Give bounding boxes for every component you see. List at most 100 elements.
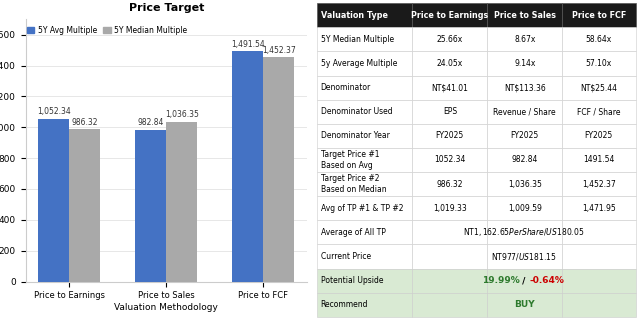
Text: EPS: EPS	[443, 107, 457, 116]
Text: NT$25.44: NT$25.44	[580, 83, 618, 92]
Bar	[487, 148, 562, 172]
Text: NT$113.36: NT$113.36	[504, 83, 546, 92]
Text: 982.84: 982.84	[511, 156, 538, 164]
Text: NT$41.01: NT$41.01	[431, 83, 468, 92]
Text: 8.67x: 8.67x	[514, 35, 536, 44]
Bar	[69, 129, 100, 282]
Bar	[487, 3, 562, 27]
Text: 1,019.33: 1,019.33	[433, 204, 467, 213]
Bar	[412, 100, 487, 124]
Text: 57.10x: 57.10x	[586, 59, 612, 68]
Text: FY2025: FY2025	[585, 132, 613, 140]
Bar	[317, 52, 412, 76]
Text: Current Price: Current Price	[321, 252, 371, 261]
Bar	[487, 268, 562, 293]
Bar	[487, 244, 562, 268]
Bar	[562, 27, 636, 52]
Text: Target Price #2
Based on Median: Target Price #2 Based on Median	[321, 174, 387, 194]
Text: FY2025: FY2025	[436, 132, 464, 140]
Text: NT$977 / US$181.15: NT$977 / US$181.15	[491, 251, 557, 262]
Bar	[487, 293, 562, 317]
Bar	[487, 52, 562, 76]
Bar	[166, 122, 197, 282]
Bar	[487, 124, 562, 148]
Bar	[412, 52, 487, 76]
Bar	[412, 172, 487, 196]
Text: Price to FCF: Price to FCF	[572, 11, 626, 20]
Bar	[136, 130, 166, 282]
X-axis label: Valuation Methodology: Valuation Methodology	[115, 303, 218, 312]
Text: Denominator Used: Denominator Used	[321, 107, 392, 116]
Text: 1491.54: 1491.54	[583, 156, 614, 164]
Text: 982.84: 982.84	[138, 118, 164, 127]
Bar	[317, 293, 412, 317]
Text: 19.99%: 19.99%	[482, 276, 520, 285]
Text: 986.32: 986.32	[72, 117, 98, 127]
Text: FY2025: FY2025	[511, 132, 539, 140]
Bar	[412, 244, 487, 268]
Text: 25.66x: 25.66x	[436, 35, 463, 44]
Bar	[232, 52, 264, 282]
Bar	[317, 196, 412, 220]
Bar	[562, 76, 636, 100]
Text: 1,471.95: 1,471.95	[582, 204, 616, 213]
Bar	[487, 220, 562, 244]
Bar	[317, 3, 412, 27]
Text: 1052.34: 1052.34	[434, 156, 465, 164]
Bar	[317, 27, 412, 52]
Bar	[487, 27, 562, 52]
Text: Price to Sales: Price to Sales	[494, 11, 556, 20]
Text: 5y Average Multiple: 5y Average Multiple	[321, 59, 397, 68]
Text: Recommend: Recommend	[321, 300, 368, 309]
Bar	[562, 52, 636, 76]
Bar	[412, 293, 487, 317]
Bar	[562, 148, 636, 172]
Text: Average of All TP: Average of All TP	[321, 228, 385, 237]
Text: BUY: BUY	[514, 300, 534, 309]
Bar	[412, 27, 487, 52]
Text: Denominator: Denominator	[321, 83, 371, 92]
Bar	[317, 244, 412, 268]
Bar	[317, 124, 412, 148]
Bar	[562, 124, 636, 148]
Text: 1,036.35: 1,036.35	[165, 110, 199, 119]
Bar	[412, 124, 487, 148]
Bar	[38, 119, 69, 282]
Bar	[412, 196, 487, 220]
Bar	[562, 196, 636, 220]
Title: Price Target: Price Target	[129, 3, 204, 13]
Bar	[562, 220, 636, 244]
Bar	[317, 268, 412, 293]
Text: NT$1,162.65 Per Share / US$180.05: NT$1,162.65 Per Share / US$180.05	[463, 226, 585, 238]
Bar	[412, 3, 487, 27]
Text: 9.14x: 9.14x	[514, 59, 536, 68]
Text: 1,452.37: 1,452.37	[262, 46, 296, 55]
Text: -0.64%: -0.64%	[529, 276, 564, 285]
Bar	[412, 268, 487, 293]
Bar	[412, 148, 487, 172]
Bar	[487, 196, 562, 220]
Bar	[487, 172, 562, 196]
Bar	[562, 293, 636, 317]
Bar	[317, 172, 412, 196]
Text: Revenue / Share: Revenue / Share	[493, 107, 556, 116]
Text: 5Y Median Multiple: 5Y Median Multiple	[321, 35, 394, 44]
Text: 1,491.54: 1,491.54	[231, 40, 265, 49]
Text: 1,009.59: 1,009.59	[508, 204, 541, 213]
Bar	[487, 76, 562, 100]
Text: 1,452.37: 1,452.37	[582, 180, 616, 188]
Text: 1,052.34: 1,052.34	[37, 108, 71, 116]
Bar	[562, 100, 636, 124]
Text: Target Price #1
Based on Avg: Target Price #1 Based on Avg	[321, 150, 379, 170]
Text: Avg of TP #1 & TP #2: Avg of TP #1 & TP #2	[321, 204, 403, 213]
Bar	[317, 100, 412, 124]
Text: /: /	[519, 276, 529, 285]
Text: 986.32: 986.32	[436, 180, 463, 188]
Text: Potential Upside: Potential Upside	[321, 276, 383, 285]
Bar	[317, 148, 412, 172]
Text: 1,036.35: 1,036.35	[508, 180, 541, 188]
Bar	[562, 244, 636, 268]
Text: Price to Earnings: Price to Earnings	[412, 11, 488, 20]
Bar	[412, 220, 487, 244]
Text: FCF / Share: FCF / Share	[577, 107, 621, 116]
